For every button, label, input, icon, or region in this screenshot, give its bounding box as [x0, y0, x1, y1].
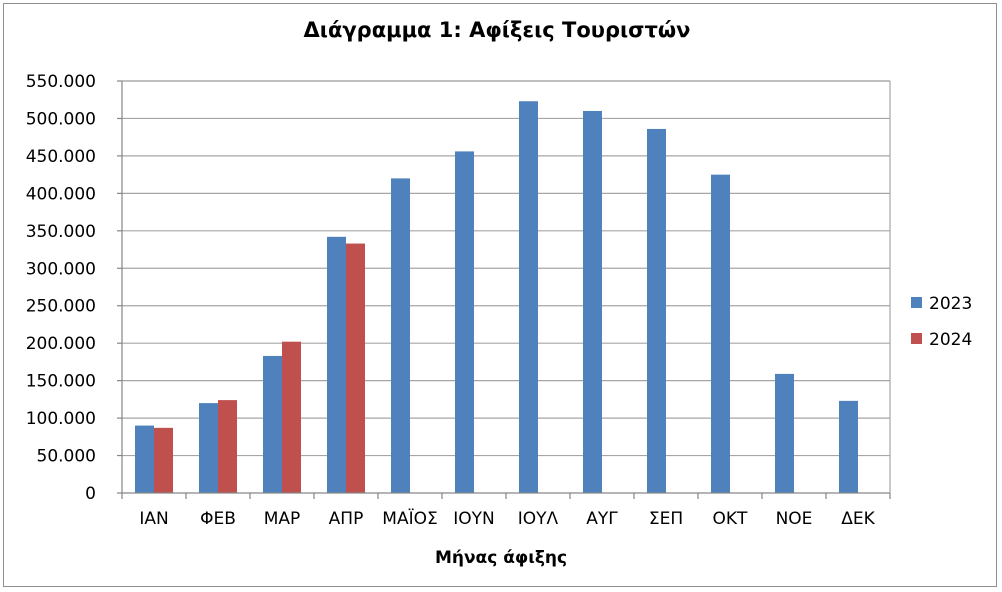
bar-2023-1 [135, 425, 154, 493]
y-tick-label: 300.000 [26, 259, 96, 279]
x-tick-label: ΦΕΒ [200, 509, 236, 529]
x-tick-label: ΑΠΡ [329, 509, 364, 529]
bar-2023-9 [647, 128, 666, 493]
x-tick-labels: ΙΑΝ ΦΕΒ ΜΑΡ ΑΠΡ ΜΑΪΟΣ ΙΟΥΝ ΙΟΥΛ ΑΥΓ ΣΕΠ ΟΚΤ ΝΟΕ ΔΕΚ [139, 508, 875, 529]
gridlines [122, 80, 890, 457]
y-tick-label: 500.000 [26, 109, 96, 129]
y-tick-label: 200.000 [26, 334, 96, 354]
y-tick-label: 150.000 [26, 372, 96, 392]
y-tick-label: 100.000 [26, 409, 96, 429]
x-tick-label: ΜΑΡ [264, 509, 301, 529]
bar-2023-6 [455, 151, 474, 493]
bar-2023-8 [583, 110, 602, 494]
bar-2023-4 [327, 236, 346, 493]
legend-label-2023: 2023 [929, 294, 972, 314]
y-tick-label: 400.000 [26, 184, 96, 204]
y-tick-label: 550.000 [26, 72, 96, 92]
x-tick-label: ΣΕΠ [649, 509, 683, 529]
x-tick-label: ΜΑΪΟΣ [382, 508, 437, 529]
axes [117, 80, 891, 499]
bar-2023-3 [263, 355, 282, 493]
y-tick-label: 350.000 [26, 222, 96, 242]
legend-label-2024: 2024 [929, 330, 972, 350]
bar-2024-3 [282, 341, 301, 493]
x-tick-label: ΔΕΚ [841, 509, 875, 529]
legend: 2023 2024 [911, 294, 972, 350]
x-tick-label: ΑΥΓ [586, 509, 618, 529]
bar-2023-5 [391, 178, 410, 493]
legend-swatch-2023 [911, 297, 922, 308]
x-tick-label: ΝΟΕ [776, 509, 813, 529]
y-tick-label: 50.000 [37, 447, 96, 467]
bar-2024-2 [218, 400, 237, 493]
bars [135, 101, 858, 494]
y-tick-label: 450.000 [26, 147, 96, 167]
chart-title: Διάγραμμα 1: Αφίξεις Τουριστών [303, 18, 691, 42]
bar-2024-1 [154, 427, 173, 493]
legend-swatch-2024 [911, 333, 922, 344]
bar-2023-12 [839, 400, 858, 493]
bar-2023-7 [519, 101, 538, 493]
bar-2023-10 [711, 174, 730, 493]
x-tick-label: ΙΑΝ [139, 509, 168, 529]
x-axis-title: Μήνας άφιξης [434, 548, 568, 568]
x-tick-label: ΙΟΥΝ [453, 509, 495, 529]
bar-2024-4 [346, 243, 365, 493]
x-tick-label: ΙΟΥΛ [518, 509, 559, 529]
y-tick-label: 0 [85, 484, 96, 504]
x-tick-label: ΟΚΤ [713, 509, 749, 529]
y-tick-label: 250.000 [26, 297, 96, 317]
bar-2023-11 [775, 373, 794, 493]
bar-2023-2 [199, 403, 218, 493]
y-tick-labels: 0 50.000 100.000 150.000 200.000 250.000 300.0… [26, 72, 96, 504]
